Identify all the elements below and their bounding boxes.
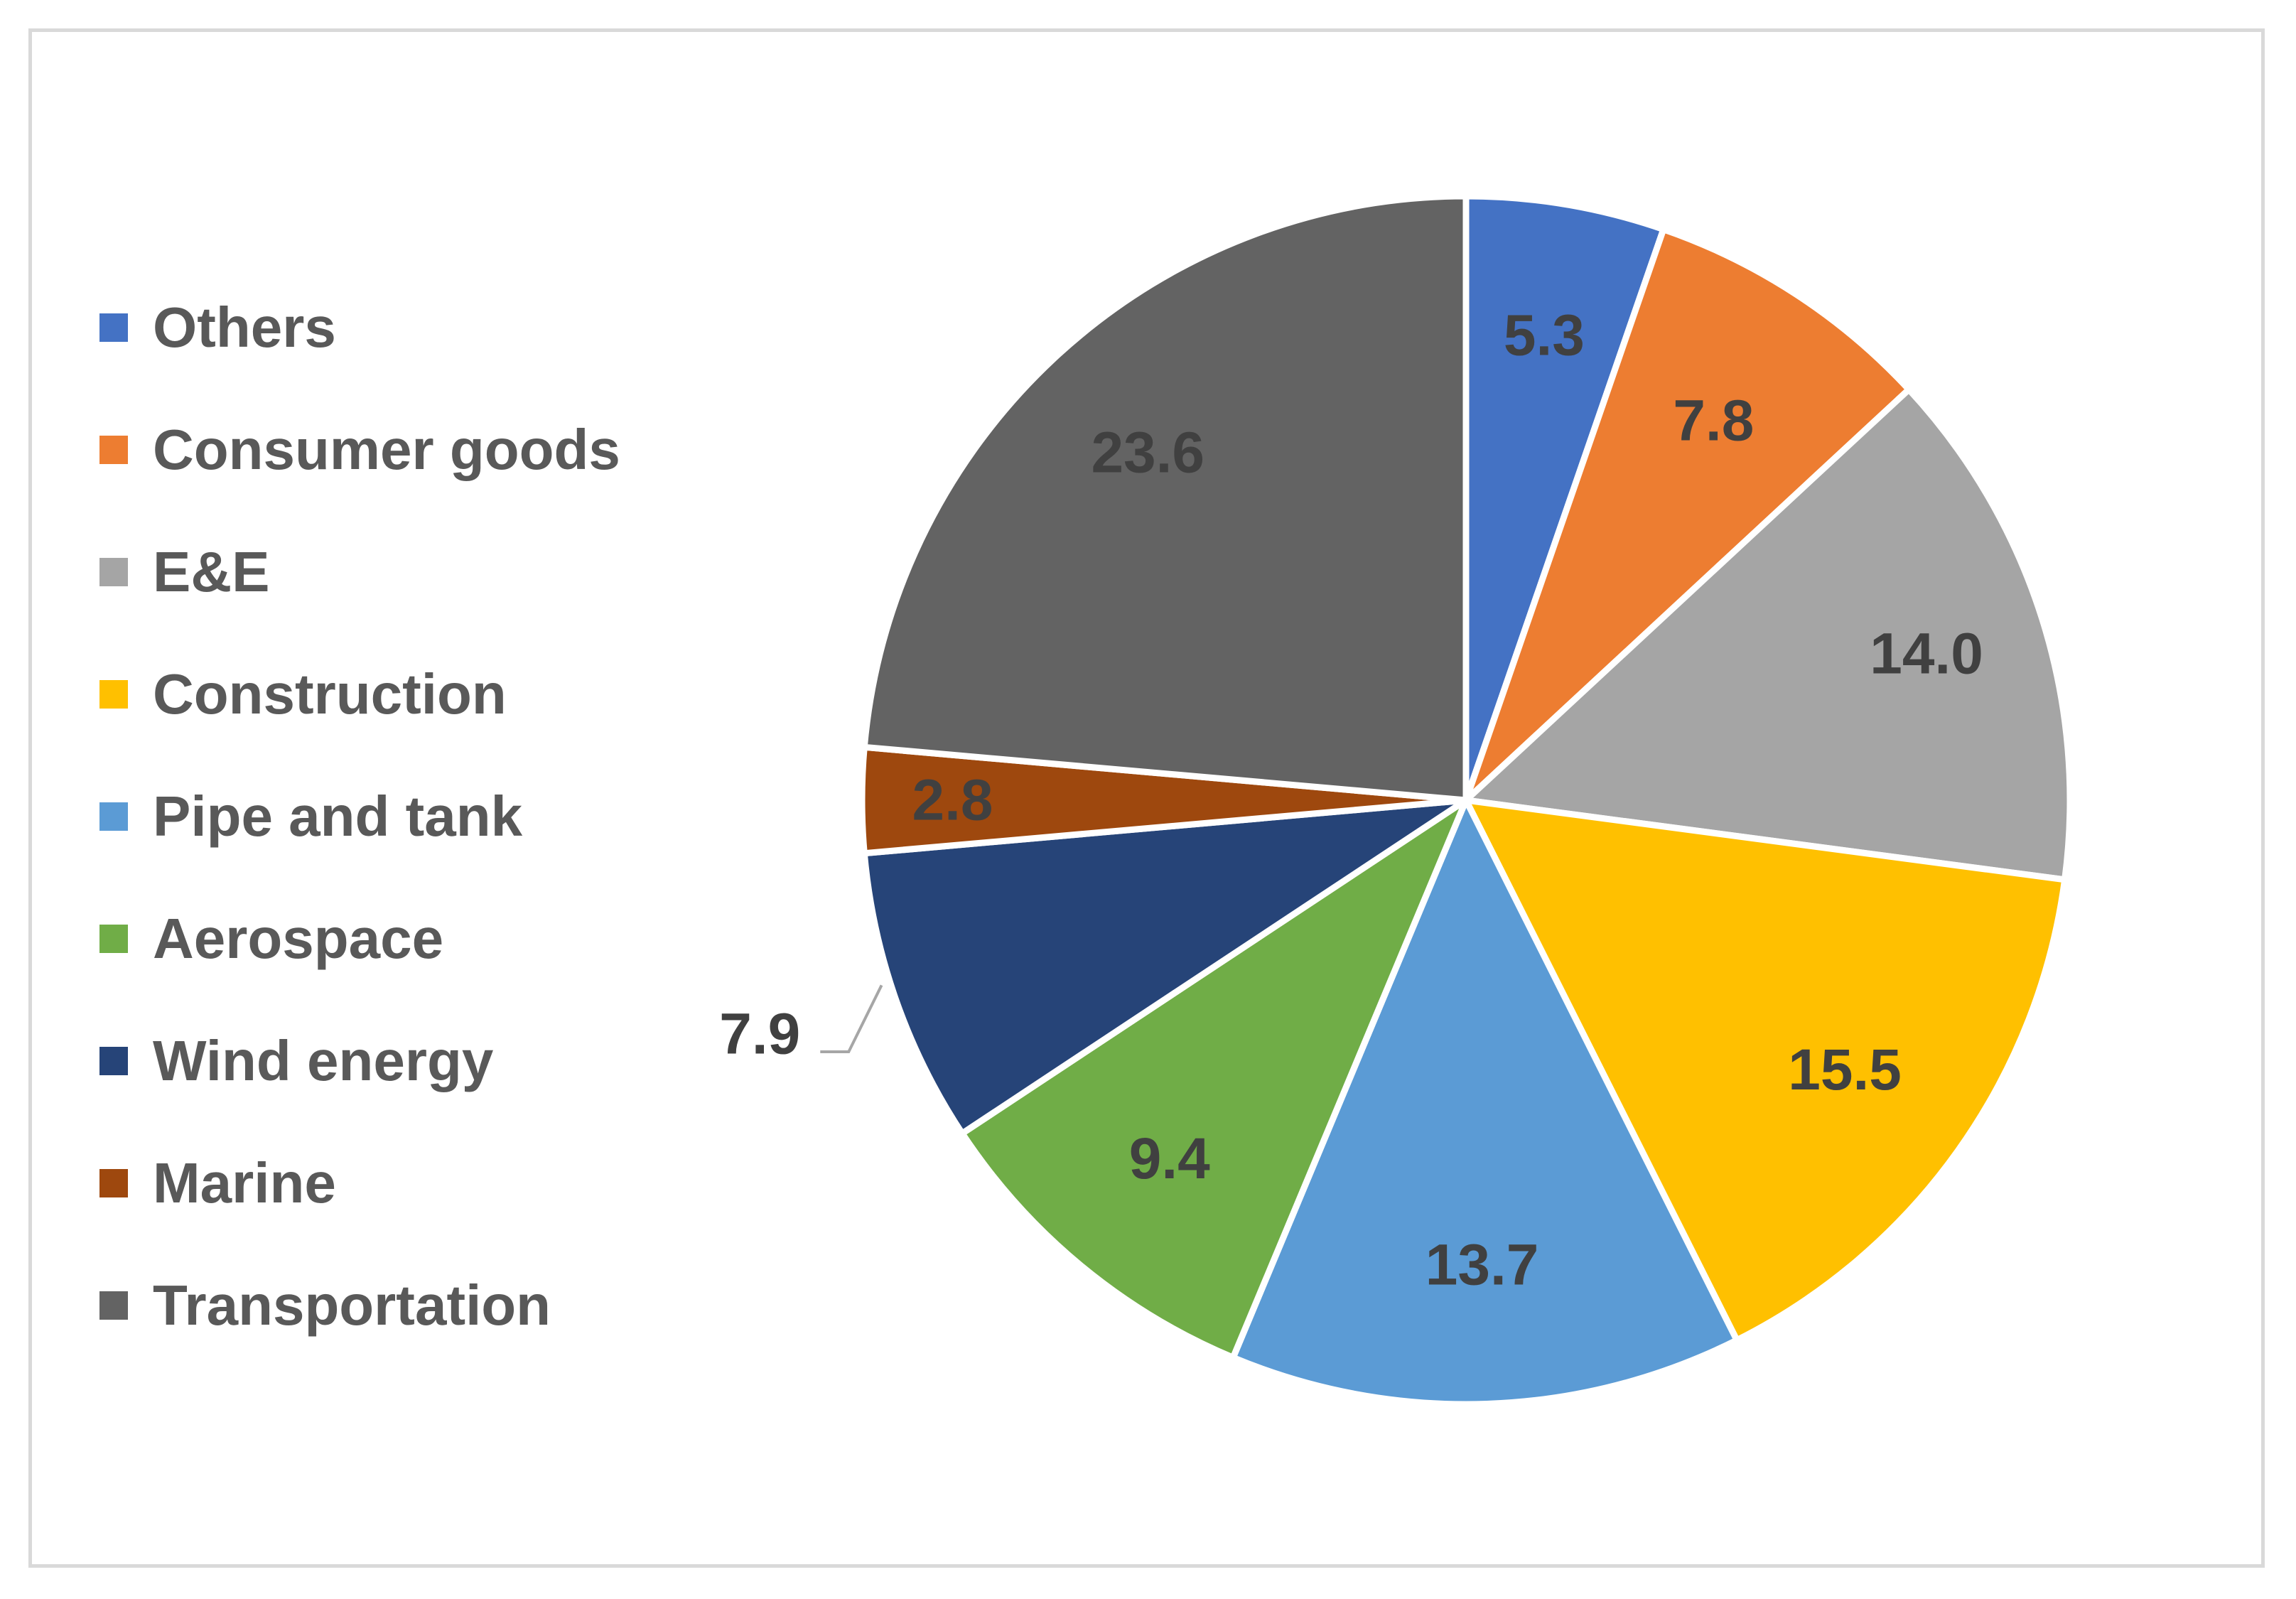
data-label-construction: 15.5 [1788,1038,1902,1102]
pie-slice-consumer-goods [1462,226,1912,804]
data-label-marine: 2.8 [912,768,993,833]
legend-swatch-consumer-goods [99,436,128,464]
legend-item-marine: Marine [99,1122,620,1244]
data-label-transportation: 23.6 [1091,421,1204,485]
data-label-consumer-goods: 7.8 [1673,389,1754,453]
legend-swatch-aerospace [99,925,128,953]
legend-item-others: Others [99,266,620,389]
legend-swatch-marine [99,1169,128,1197]
legend-label-consumer-goods: Consumer goods [153,418,620,481]
legend-swatch-pipe-and-tank [99,802,128,831]
legend-swatch-wind-energy [99,1047,128,1075]
legend-label-marine: Marine [153,1151,336,1215]
legend-swatch-construction [99,680,128,709]
legend-item-pipe-and-tank: Pipe and tank [99,755,620,878]
data-label-e-and-e: 14.0 [1870,621,1983,686]
legend-item-wind-energy: Wind energy [99,1000,620,1122]
pie-slice-wind-energy [861,797,1470,1137]
data-label-pipe-and-tank: 13.7 [1425,1233,1539,1298]
data-label-aerospace: 9.4 [1129,1126,1210,1191]
legend-item-construction: Construction [99,633,620,755]
pie-slice-e-and-e [1462,386,2074,883]
legend-label-aerospace: Aerospace [153,907,444,970]
legend-label-pipe-and-tank: Pipe and tank [153,785,523,848]
legend-label-others: Others [153,296,336,359]
leader-line-wind-energy [820,984,883,1054]
pie-slice-aerospace [959,797,1470,1361]
legend: Others Consumer goods E&E Construction P… [99,266,620,1367]
pie-slice-transportation [861,193,1470,804]
data-label-others: 5.3 [1504,303,1585,368]
legend-swatch-others [99,313,128,342]
legend-item-transportation: Transportation [99,1244,620,1367]
legend-item-consumer-goods: Consumer goods [99,389,620,511]
pie-slice-construction [1462,797,2069,1344]
data-label-wind-energy: 7.9 [719,1002,800,1067]
legend-item-aerospace: Aerospace [99,878,620,1000]
legend-label-construction: Construction [153,662,507,726]
legend-label-e-and-e: E&E [153,540,270,603]
pie-slice-pipe-and-tank [1229,797,1740,1408]
legend-item-e-and-e: E&E [99,511,620,633]
legend-label-transportation: Transportation [153,1274,551,1337]
legend-label-wind-energy: Wind energy [153,1029,494,1092]
legend-swatch-transportation [99,1291,128,1320]
legend-swatch-e-and-e [99,558,128,586]
